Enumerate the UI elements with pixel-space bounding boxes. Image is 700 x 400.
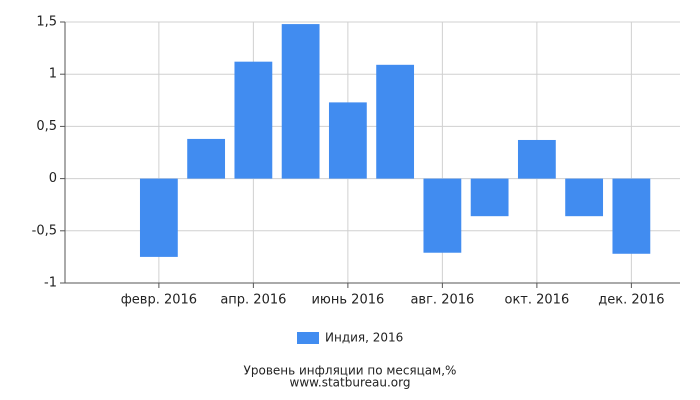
bar [423, 178, 462, 253]
bar [376, 64, 415, 179]
bar [139, 178, 178, 257]
y-tick-label: -0,5 [32, 223, 57, 238]
x-tick-label: февр. 2016 [121, 293, 197, 308]
bar [281, 24, 320, 179]
bar [612, 178, 651, 254]
bar [470, 178, 509, 217]
bar [234, 61, 273, 179]
x-tick-label: июнь 2016 [311, 293, 384, 308]
bar [565, 178, 604, 217]
bar [328, 102, 367, 179]
bar [517, 139, 556, 179]
y-tick-label: 1,5 [36, 15, 57, 30]
chart-title: Уровень инфляции по месяцам,% [244, 364, 457, 378]
chart-source: www.statbureau.org [290, 376, 411, 390]
y-tick-label: 1 [49, 67, 57, 82]
x-tick-label: окт. 2016 [505, 293, 570, 308]
x-tick-label: авг. 2016 [410, 293, 474, 308]
y-tick-label: 0 [49, 171, 57, 186]
legend-label: Индия, 2016 [325, 331, 403, 345]
x-tick-label: апр. 2016 [220, 293, 286, 308]
x-tick-label: дек. 2016 [598, 293, 664, 308]
bar [187, 138, 226, 179]
legend-swatch [297, 332, 319, 344]
y-tick-label: -1 [44, 276, 57, 291]
y-tick-label: 0,5 [36, 119, 57, 134]
